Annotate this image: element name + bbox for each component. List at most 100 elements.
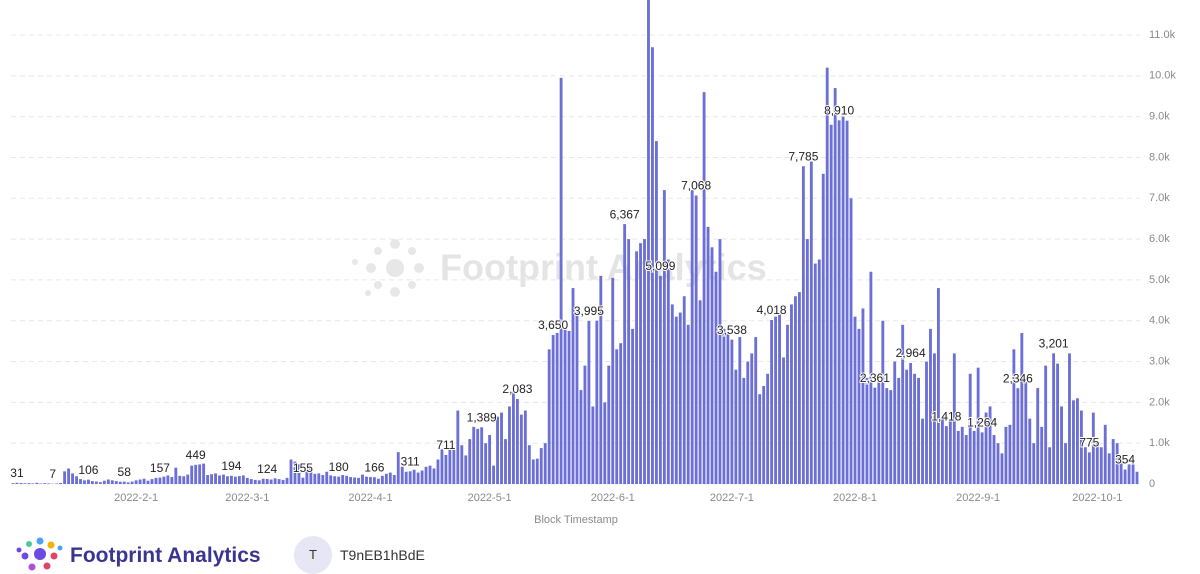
bar xyxy=(742,378,745,484)
bar xyxy=(997,443,1000,484)
bar xyxy=(135,480,138,484)
bar xyxy=(945,426,948,484)
bar xyxy=(488,435,491,484)
footer: Footprint Analytics T T9nEB1hBdE xyxy=(0,530,1200,570)
bar xyxy=(369,477,372,484)
bar xyxy=(738,337,741,484)
bar xyxy=(250,479,253,484)
y-tick-label: 6.0k xyxy=(1149,233,1170,245)
bar xyxy=(548,349,551,484)
y-tick-label: 1.0k xyxy=(1149,437,1170,449)
bar xyxy=(591,406,594,484)
avatar[interactable]: T xyxy=(294,536,332,574)
data-label: 1,389 xyxy=(467,410,497,424)
data-label: 711 xyxy=(436,438,455,452)
bar xyxy=(218,475,221,484)
bar xyxy=(500,413,503,484)
bar xyxy=(190,466,193,484)
bar xyxy=(417,473,420,484)
bar xyxy=(814,264,817,484)
user-name[interactable]: T9nEB1hBdE xyxy=(340,547,425,563)
bar xyxy=(254,480,257,484)
bar xyxy=(790,304,793,484)
bar xyxy=(238,476,241,484)
bar xyxy=(329,475,332,484)
bar xyxy=(603,402,606,484)
bar xyxy=(981,432,984,484)
bar xyxy=(274,478,277,484)
bar xyxy=(111,480,114,484)
bar xyxy=(619,343,622,484)
data-label: 1,418 xyxy=(931,409,961,423)
bar xyxy=(377,479,380,484)
bar xyxy=(421,471,424,484)
data-label: 4,018 xyxy=(757,303,787,317)
bar xyxy=(321,475,324,484)
bar xyxy=(464,455,467,484)
bar xyxy=(667,260,670,485)
bar xyxy=(484,443,487,484)
bar xyxy=(873,388,876,484)
bar xyxy=(909,363,912,484)
bar xyxy=(1008,425,1011,484)
brand-name: Footprint Analytics xyxy=(70,544,261,568)
y-tick-label: 9.0k xyxy=(1149,111,1170,123)
bar xyxy=(206,475,209,484)
bar xyxy=(313,474,316,484)
bar xyxy=(798,292,801,484)
bar xyxy=(830,125,833,484)
data-label: 7 xyxy=(49,467,56,481)
bar xyxy=(448,448,451,484)
bar xyxy=(842,117,845,484)
bar xyxy=(95,482,98,484)
data-label: 180 xyxy=(329,460,349,474)
x-axis-label: Block Timestamp xyxy=(534,514,618,526)
bar xyxy=(270,480,273,484)
bar xyxy=(472,427,475,484)
bar xyxy=(762,386,765,484)
bar xyxy=(631,329,634,484)
bar xyxy=(1005,427,1008,484)
bar xyxy=(1124,470,1127,484)
bar xyxy=(611,278,614,484)
bar xyxy=(405,472,408,484)
bar xyxy=(162,477,165,484)
bar xyxy=(222,475,225,484)
bar xyxy=(723,329,726,484)
bar xyxy=(1136,472,1139,484)
bar xyxy=(770,320,773,484)
bar xyxy=(301,478,304,484)
bar xyxy=(683,296,686,484)
bar xyxy=(258,480,261,484)
bar xyxy=(460,445,463,484)
bar xyxy=(587,321,590,484)
bar xyxy=(937,288,940,484)
bar xyxy=(758,394,761,484)
data-label: 3,538 xyxy=(717,323,747,337)
bar xyxy=(957,431,960,484)
bar xyxy=(580,390,583,484)
bar xyxy=(595,321,598,484)
bar xyxy=(540,448,543,484)
bar xyxy=(1128,464,1131,484)
y-tick-label: 0 xyxy=(1149,478,1155,490)
bar xyxy=(286,478,289,484)
bar xyxy=(1048,447,1051,484)
bar xyxy=(568,331,571,484)
bar xyxy=(1020,333,1023,484)
data-label: 155 xyxy=(293,461,313,475)
bar xyxy=(802,166,805,484)
bar xyxy=(242,475,245,484)
bar xyxy=(1056,364,1059,484)
bar xyxy=(734,370,737,484)
bar xyxy=(560,78,563,484)
data-label: 775 xyxy=(1079,436,1099,450)
bar xyxy=(719,239,722,484)
bar xyxy=(607,366,610,484)
bar xyxy=(524,411,527,484)
bar xyxy=(881,321,884,484)
bar xyxy=(155,478,158,484)
bar xyxy=(210,474,213,484)
x-tick-label: 2022-7-1 xyxy=(710,492,754,504)
bar xyxy=(1016,388,1019,484)
